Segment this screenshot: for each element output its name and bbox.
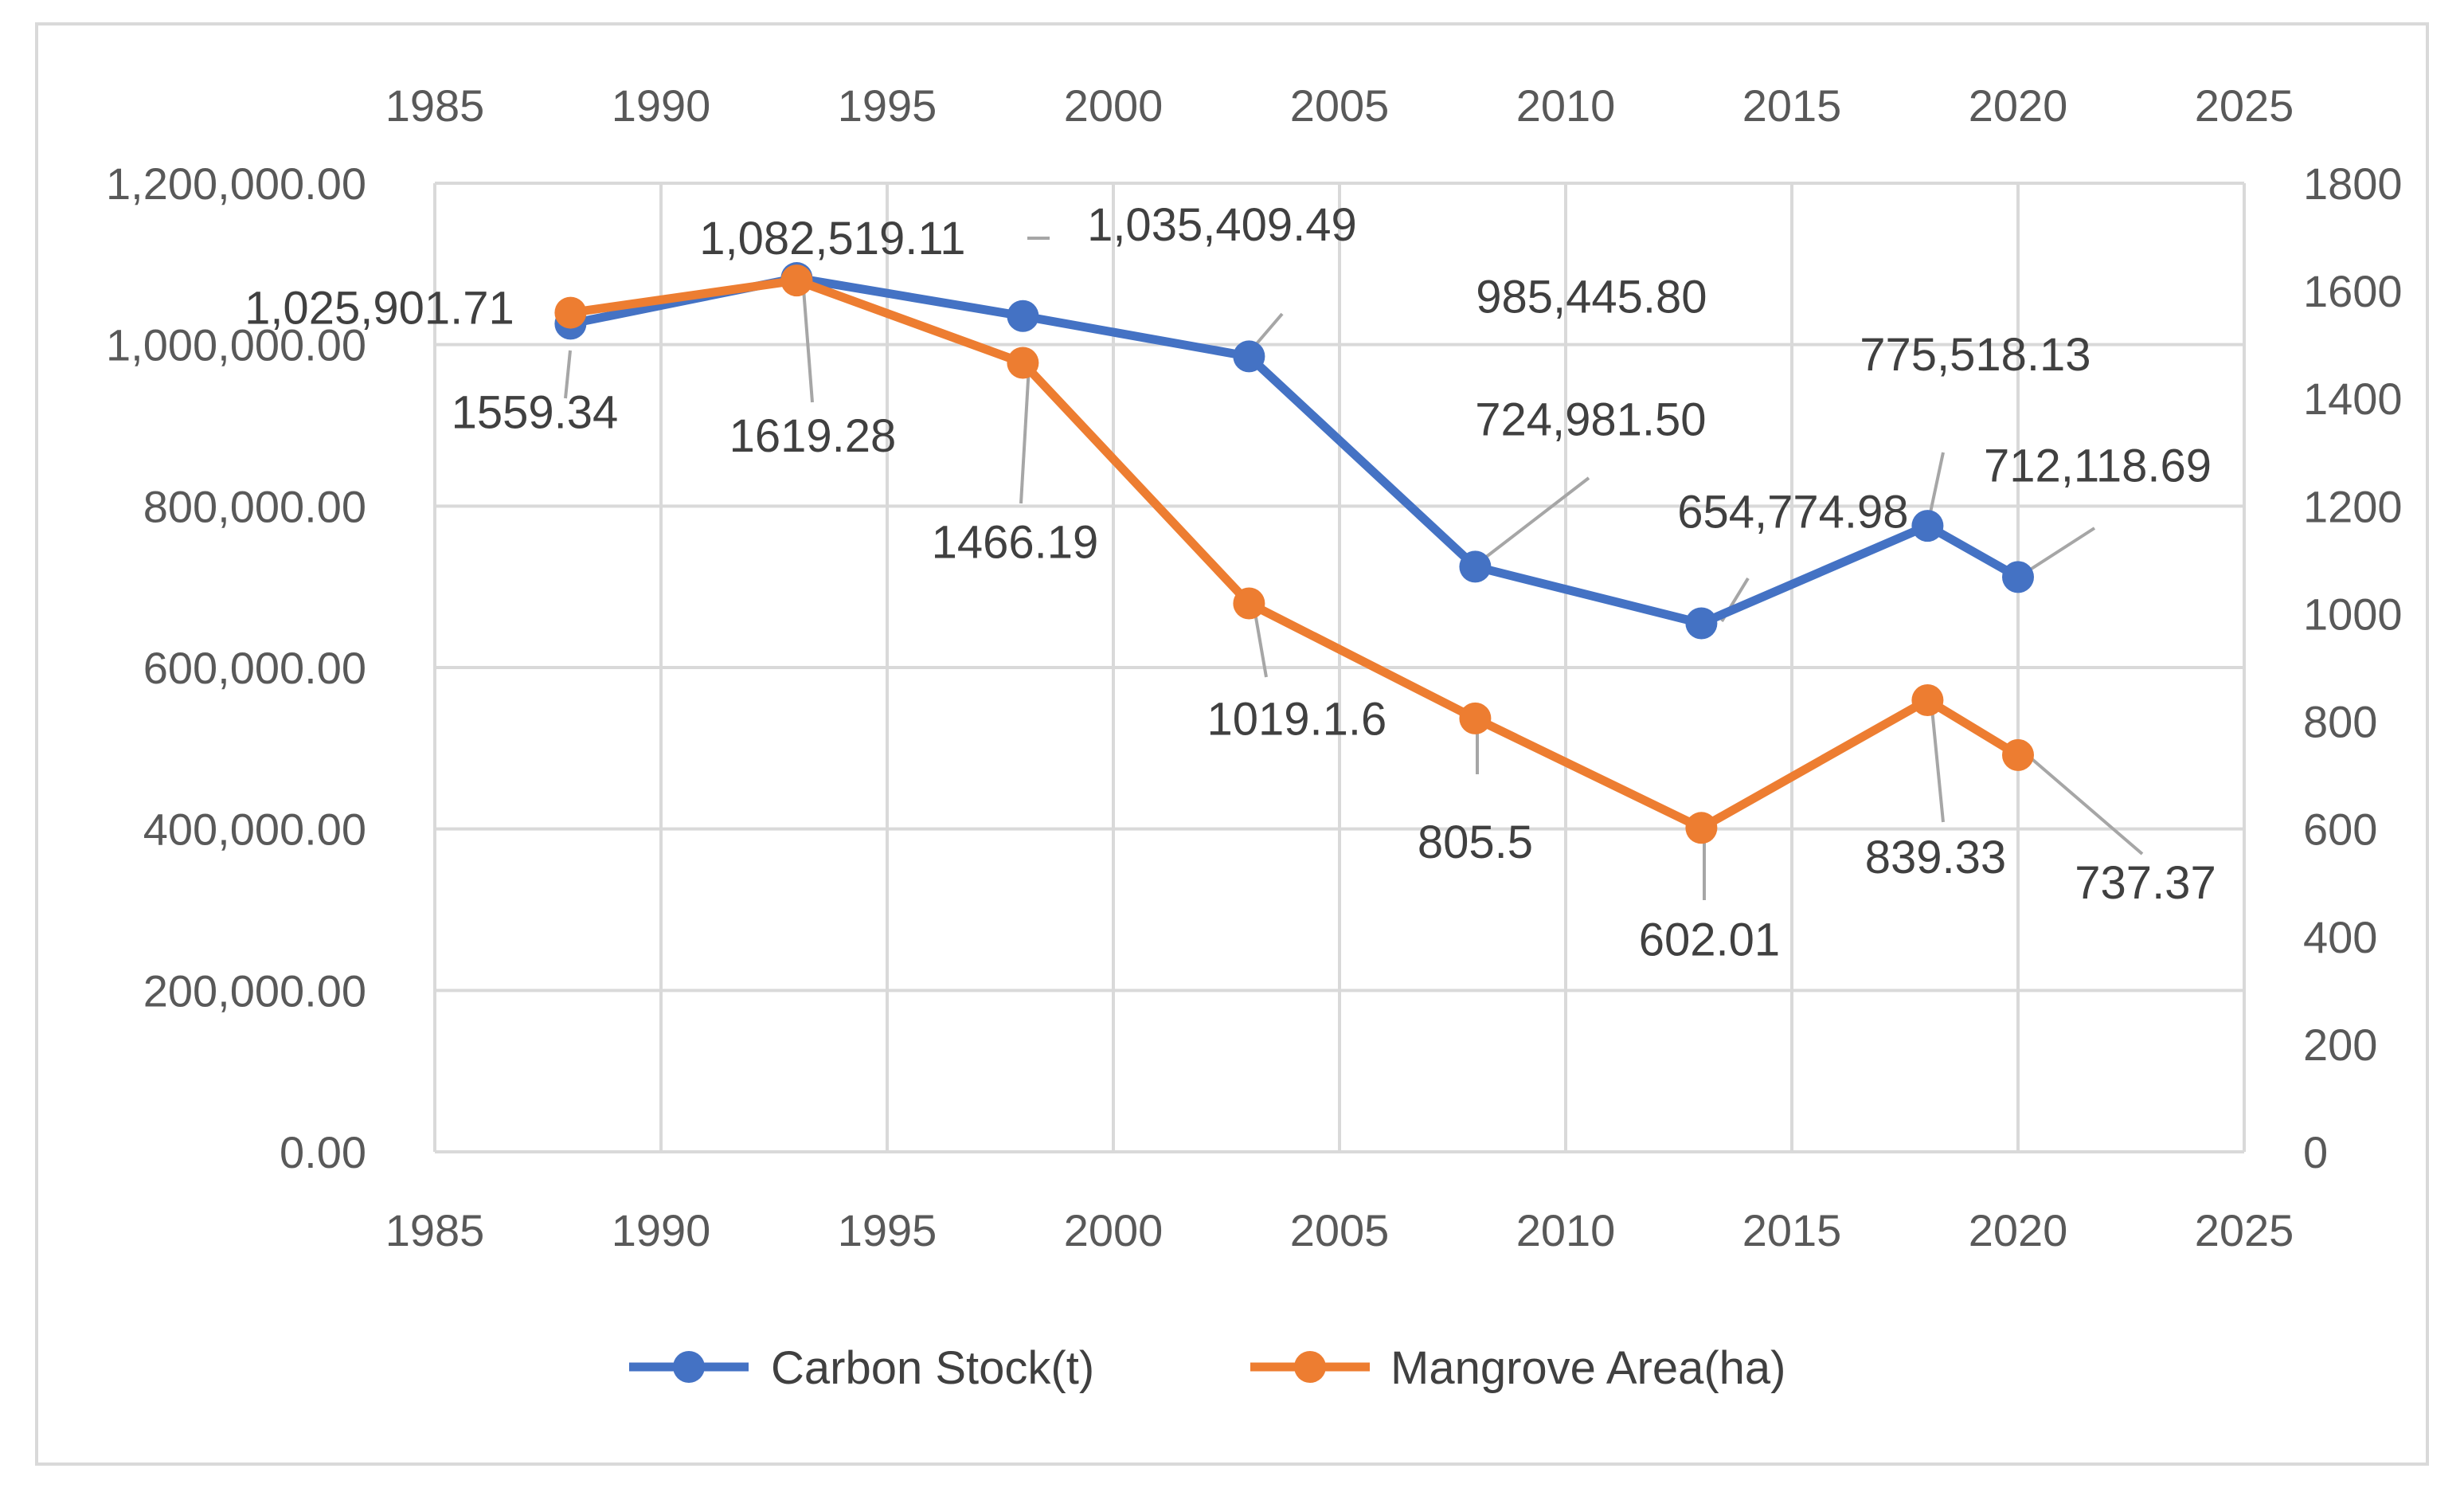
x-tick-label-bottom: 1990 xyxy=(612,1205,711,1255)
carbon-stock-point xyxy=(1233,340,1265,373)
y-tick-label-left: 1,000,000.00 xyxy=(106,320,366,370)
carbon-stock-data-label: 724,981.50 xyxy=(1475,394,1706,445)
carbon-stock-data-label: 985,445.80 xyxy=(1476,271,1707,323)
y-tick-label-left: 400,000.00 xyxy=(143,805,366,855)
mangrove-area-data-label: 1559.34 xyxy=(452,387,619,439)
leader-line xyxy=(1019,366,1031,504)
y-tick-label-left: 200,000.00 xyxy=(143,965,366,1016)
x-tick-label-top: 2025 xyxy=(2195,80,2294,131)
carbon-stock-point xyxy=(1007,300,1039,332)
y-tick-label-left: 0.00 xyxy=(280,1127,366,1177)
carbon-stock-point xyxy=(1459,550,1492,583)
y-tick-label-right: 800 xyxy=(2303,697,2377,747)
x-tick-label-bottom: 2025 xyxy=(2195,1205,2294,1255)
y-axis-left-ticks: 0.00 200,000.00 400,000.00 600,000.00 800,00… xyxy=(106,159,366,1177)
mangrove-area-data-label: 1619.28 xyxy=(729,410,897,462)
y-tick-label-right: 200 xyxy=(2303,1020,2377,1070)
legend: Carbon Stock(t) Mangrove Area(ha) xyxy=(629,1342,1785,1394)
mangrove-area-point xyxy=(554,296,587,329)
x-tick-label-top: 2005 xyxy=(1290,80,1390,131)
carbon-stock-data-label: 1,025,901.71 xyxy=(244,282,514,334)
leader-line xyxy=(2021,750,2144,856)
mangrove-area-data-label: 1019.1.6 xyxy=(1207,694,1387,746)
mangrove-area-point xyxy=(780,264,813,297)
x-tick-label-bottom: 1985 xyxy=(385,1205,485,1255)
y-tick-label-right: 1600 xyxy=(2303,266,2403,316)
mangrove-area-data-label: 602.01 xyxy=(1639,914,1780,965)
x-tick-label-top: 1995 xyxy=(838,80,937,131)
series-group xyxy=(554,262,2034,844)
y-tick-label-left: 800,000.00 xyxy=(143,481,366,531)
data-labels: 1,025,901.71 1,082,519.11 1,035,409.49 985,… xyxy=(244,199,2216,966)
carbon-stock-point xyxy=(1911,510,1944,542)
leader-line xyxy=(801,278,814,403)
x-tick-label-top: 2020 xyxy=(1969,80,2068,131)
carbon-stock-point xyxy=(1685,607,1718,640)
series-line-carbon-stock xyxy=(569,273,2020,628)
y-tick-label-right: 0 xyxy=(2303,1127,2328,1177)
y-tick-label-right: 1000 xyxy=(2303,589,2403,639)
x-tick-label-bottom: 2005 xyxy=(1290,1205,1390,1255)
legend-swatch-marker-carbon-stock xyxy=(673,1351,705,1383)
carbon-stock-data-label: 775,518.13 xyxy=(1860,329,2090,381)
series-line-mangrove-area xyxy=(569,276,2020,832)
x-tick-label-top: 2010 xyxy=(1516,80,1616,131)
x-tick-label-bottom: 1995 xyxy=(838,1205,937,1255)
x-tick-label-bottom: 2000 xyxy=(1064,1205,1164,1255)
carbon-stock-point xyxy=(2002,561,2034,593)
mangrove-area-point xyxy=(1459,702,1492,734)
leader-line xyxy=(2021,527,2096,576)
carbon-stock-data-label: 654,774.98 xyxy=(1677,486,1908,538)
x-axis-bottom-ticks: 1985 1990 1995 2000 2005 2010 2015 2020 2025 xyxy=(385,1205,2294,1255)
mangrove-area-data-label: 805.5 xyxy=(1418,816,1533,868)
mangrove-area-point xyxy=(1685,812,1718,844)
mangrove-area-data-label: 839.33 xyxy=(1865,832,2006,883)
x-tick-label-bottom: 2020 xyxy=(1969,1205,2068,1255)
carbon-stock-data-label: 712,118.69 xyxy=(1984,440,2212,491)
mangrove-area-point xyxy=(1911,683,1944,716)
y-tick-label-right: 1800 xyxy=(2303,159,2403,209)
y-axis-right-ticks: 0 200 400 600 800 1000 1200 1400 1600 1800 xyxy=(2303,159,2403,1177)
mangrove-area-point xyxy=(1007,347,1039,379)
mangrove-area-point xyxy=(2002,738,2034,771)
mangrove-area-data-label: 737.37 xyxy=(2075,857,2216,909)
y-tick-label-left: 600,000.00 xyxy=(143,643,366,693)
mangrove-area-data-label: 1466.19 xyxy=(932,517,1099,569)
gridlines xyxy=(433,182,2246,1153)
legend-label-carbon-stock: Carbon Stock(t) xyxy=(771,1342,1094,1394)
leader-line xyxy=(1473,476,1590,567)
y-tick-label-right: 400 xyxy=(2303,912,2377,962)
x-tick-label-top: 2000 xyxy=(1064,80,1164,131)
x-tick-label-top: 1990 xyxy=(612,80,711,131)
legend-label-mangrove-area: Mangrove Area(ha) xyxy=(1390,1342,1785,1394)
y-tick-label-right: 1400 xyxy=(2303,374,2403,424)
mangrove-area-point xyxy=(1233,587,1265,620)
y-tick-label-left: 1,200,000.00 xyxy=(106,159,366,209)
x-axis-top-ticks: 1985 1990 1995 2000 2005 2010 2015 2020 2025 xyxy=(385,80,2294,131)
x-tick-label-bottom: 2015 xyxy=(1742,1205,1842,1255)
x-tick-label-top: 2015 xyxy=(1742,80,1842,131)
legend-swatch-marker-mangrove-area xyxy=(1294,1351,1326,1383)
y-tick-label-right: 600 xyxy=(2303,805,2377,855)
x-tick-label-top: 1985 xyxy=(385,80,485,131)
carbon-stock-data-label: 1,082,519.11 xyxy=(699,213,965,264)
leader-line xyxy=(1930,700,1945,823)
y-tick-label-right: 1200 xyxy=(2303,481,2403,531)
x-tick-label-bottom: 2010 xyxy=(1516,1205,1616,1255)
carbon-stock-data-label: 1,035,409.49 xyxy=(1087,199,1357,251)
leader-line xyxy=(564,350,572,399)
